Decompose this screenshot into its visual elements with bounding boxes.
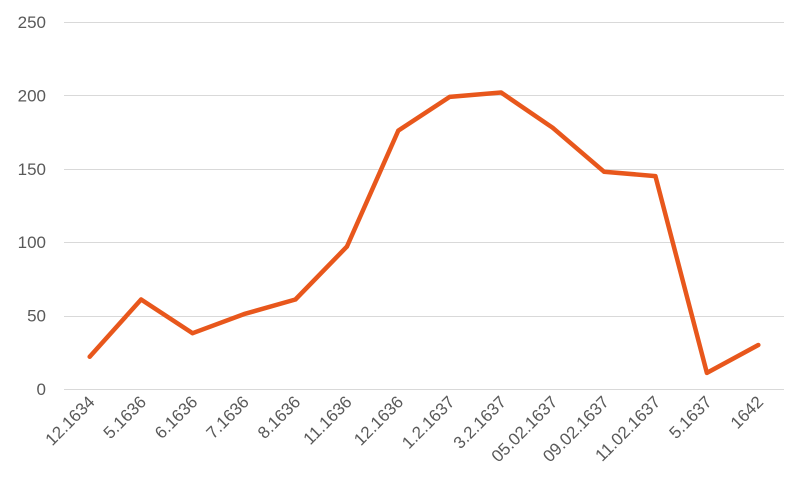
x-tick-label: 5.1636	[100, 392, 150, 442]
data-point	[550, 125, 555, 130]
y-axis-ticks: 0 50 100 150 200 250	[18, 13, 46, 399]
data-point	[344, 244, 349, 249]
y-tick-label: 50	[27, 307, 46, 326]
series-layer	[87, 90, 761, 376]
x-axis-ticks: 12.1634 5.1636 6.1636 7.1636 8.163611.163612…	[42, 392, 767, 466]
x-tick-label: 11.1636	[300, 392, 356, 448]
x-tick-label: 6.1636	[151, 392, 201, 442]
data-point	[704, 370, 709, 375]
y-tick-label: 200	[18, 86, 46, 105]
data-point	[396, 128, 401, 133]
x-tick-label: 8.1636	[254, 392, 304, 442]
x-tick-label: 7.1636	[203, 392, 253, 442]
data-point	[139, 297, 144, 302]
data-point	[756, 343, 761, 347]
series-line-0	[87, 90, 761, 376]
y-tick-label: 0	[37, 380, 46, 399]
gridlines	[64, 22, 784, 390]
y-tick-label: 150	[18, 160, 46, 179]
x-tick-label: 12.1634	[42, 392, 99, 449]
x-tick-label: 1.2.1637	[398, 392, 458, 452]
data-point	[87, 354, 92, 359]
y-tick-label: 250	[18, 13, 46, 32]
data-point	[447, 94, 452, 99]
x-tick-label: 5.1637	[665, 392, 715, 442]
data-point	[653, 174, 658, 179]
data-point	[242, 312, 246, 317]
data-point	[602, 169, 606, 174]
x-tick-label: 1642	[727, 392, 767, 432]
data-point	[293, 297, 298, 302]
y-tick-label: 100	[18, 233, 46, 252]
data-point	[499, 90, 504, 95]
data-point	[190, 331, 195, 336]
